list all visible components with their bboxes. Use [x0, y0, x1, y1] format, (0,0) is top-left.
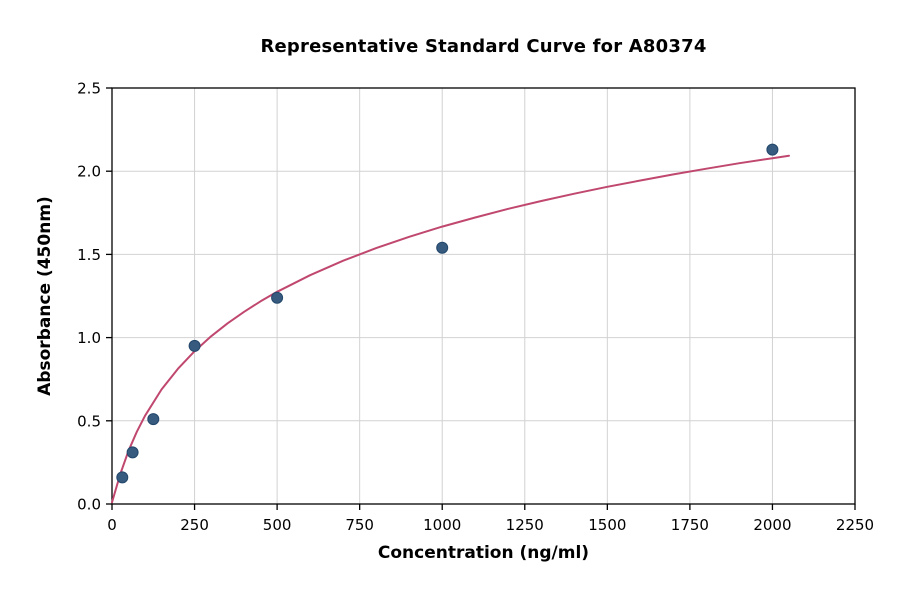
- fitted-curve: [111, 154, 790, 504]
- x-tick-label: 2000: [753, 516, 791, 534]
- x-tick-label: 1750: [671, 516, 709, 534]
- data-point: [126, 446, 139, 459]
- chart-title: Representative Standard Curve for A80374: [260, 36, 707, 57]
- y-tick-label: 0.5: [77, 412, 101, 430]
- data-point: [188, 339, 201, 352]
- x-tick-label: 0: [107, 516, 117, 534]
- x-tick-label: 500: [263, 516, 292, 534]
- y-axis-label: Absorbance (450nm): [35, 196, 55, 396]
- data-point: [147, 413, 160, 426]
- y-tick-label: 2.5: [77, 80, 101, 98]
- x-tick-label: 1500: [588, 516, 626, 534]
- x-axis-label: Concentration (ng/ml): [377, 543, 590, 563]
- x-tick-label: 1250: [506, 516, 544, 534]
- y-tick-label: 0.0: [77, 496, 101, 514]
- x-tick-label: 1000: [423, 516, 461, 534]
- data-point: [271, 291, 284, 304]
- data-point: [436, 241, 449, 254]
- data-point: [766, 143, 779, 156]
- y-tick-label: 1.5: [77, 246, 101, 264]
- y-tick-label: 2.0: [77, 163, 101, 181]
- data-point: [116, 471, 129, 484]
- plot-border: [111, 87, 856, 505]
- x-tick-label: 250: [180, 516, 209, 534]
- x-tick-label: 750: [345, 516, 374, 534]
- x-tick-label: 2250: [836, 516, 874, 534]
- y-tick-label: 1.0: [77, 329, 101, 347]
